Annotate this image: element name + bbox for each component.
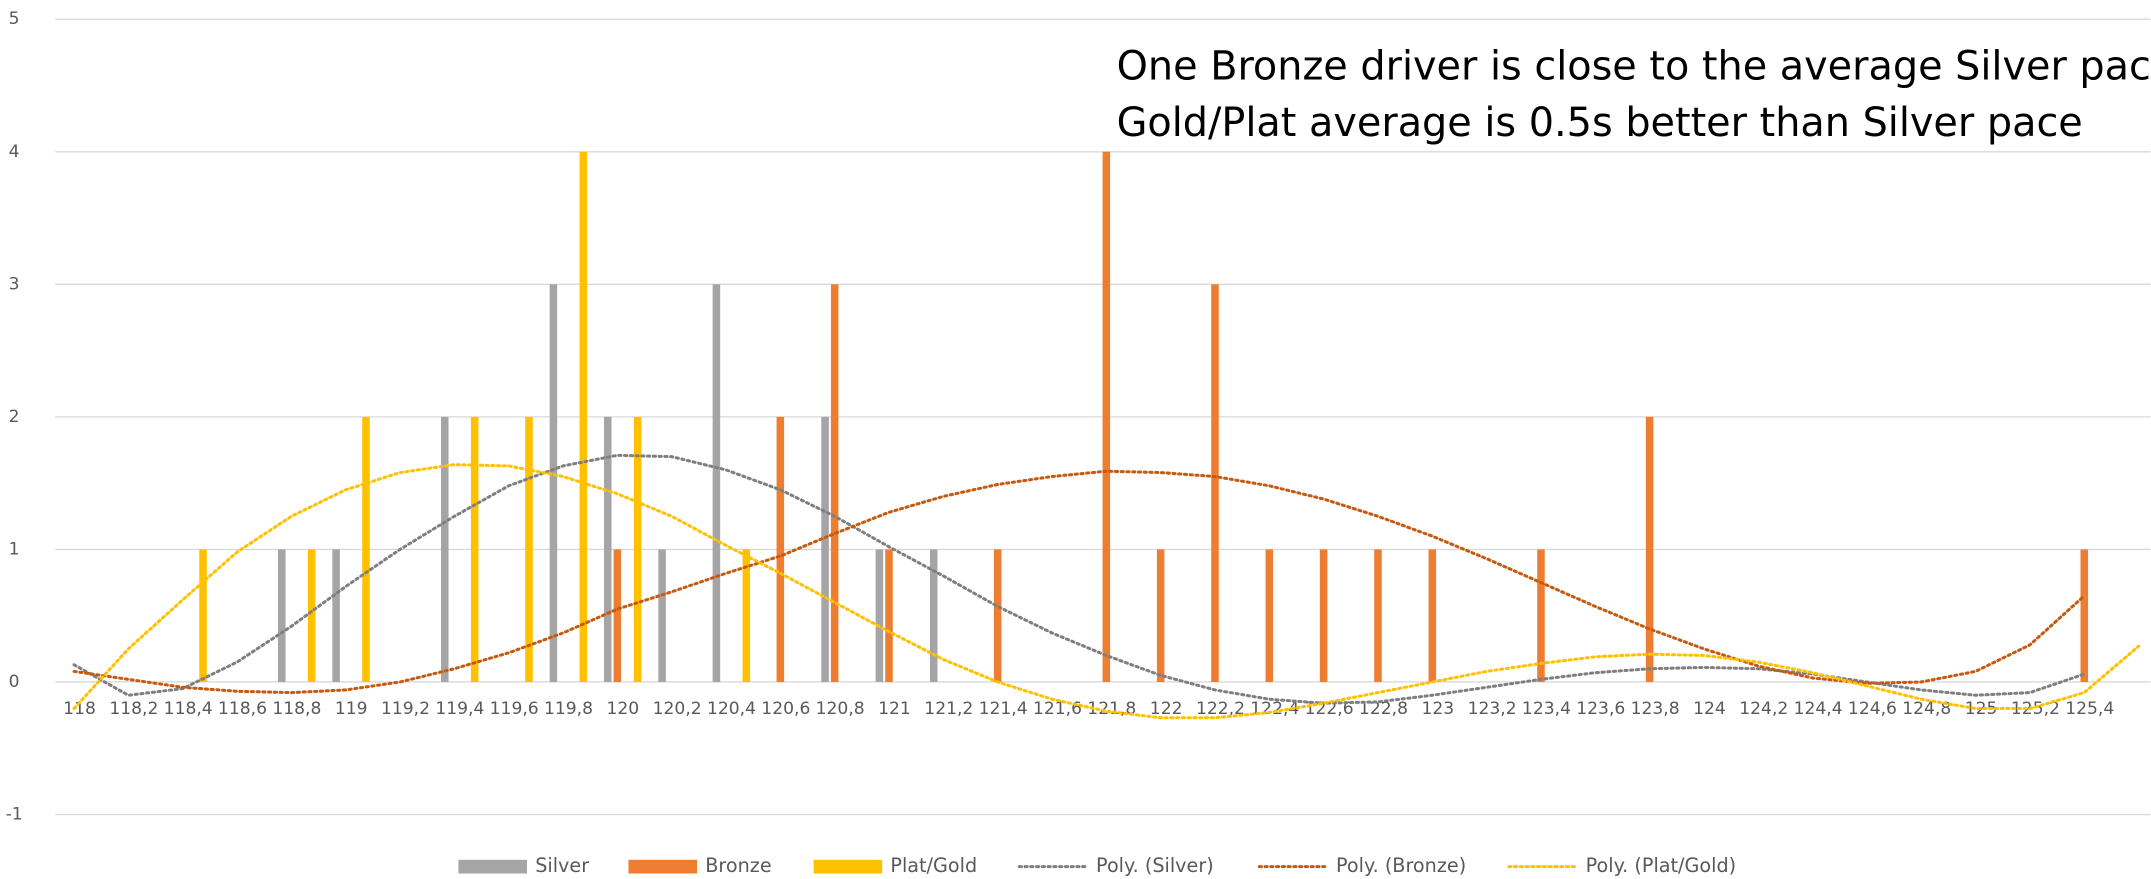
x-tick-label: 124 [1693, 699, 1726, 719]
bar [929, 549, 938, 682]
bar [307, 549, 316, 682]
legend-label: Poly. (Silver) [1096, 854, 1214, 877]
legend-swatch [813, 859, 883, 874]
x-tick-label: 123,8 [1631, 699, 1680, 719]
bar [821, 416, 829, 682]
bar [742, 549, 751, 682]
x-tick-label: 119 [335, 699, 368, 719]
x-tick-label: 123,6 [1576, 699, 1625, 719]
bar [362, 416, 370, 682]
bar [1265, 549, 1274, 682]
x-tick-label: 120,2 [653, 699, 702, 719]
legend-label: Bronze [705, 854, 771, 877]
x-tick-label: 120 [606, 699, 639, 719]
annotation: One Bronze driver is close to the averag… [1117, 44, 2151, 90]
x-tick-label: 120,6 [761, 699, 810, 719]
x-tick-label: 124,8 [1902, 699, 1951, 719]
bar [603, 416, 612, 682]
bar [1645, 416, 1654, 682]
x-tick-label: 125,4 [2065, 699, 2114, 719]
y-tick-label: -1 [6, 805, 23, 825]
bar [2080, 549, 2089, 682]
bar [470, 416, 479, 682]
x-tick-label: 120,4 [707, 699, 756, 719]
y-tick-label: 5 [9, 9, 20, 29]
x-tick-label: 123,4 [1522, 699, 1571, 719]
bar [712, 284, 721, 682]
legend-swatch [628, 859, 698, 874]
bar [993, 549, 1002, 682]
x-tick-label: 123 [1421, 699, 1454, 719]
x-tick-label: 123,2 [1468, 699, 1517, 719]
x-tick-label: 119,4 [435, 699, 484, 719]
legend-label: Plat/Gold [890, 854, 977, 877]
x-tick-label: 120,8 [816, 699, 865, 719]
bar [1156, 549, 1165, 682]
x-tick-label: 119,8 [544, 699, 593, 719]
y-tick-label: 0 [9, 672, 20, 692]
y-tick-label: 1 [9, 539, 20, 559]
y-tick-label: 2 [9, 407, 20, 427]
legend-swatch [458, 859, 527, 874]
bar [525, 416, 533, 682]
bar [776, 416, 785, 682]
x-tick-label: 118,8 [272, 699, 321, 719]
y-tick-label: 3 [9, 274, 20, 294]
bar [830, 284, 839, 682]
bar [658, 549, 666, 682]
trendline [72, 453, 2086, 705]
x-tick-label: 121,4 [979, 699, 1028, 719]
legend-label: Poly. (Bronze) [1336, 854, 1466, 877]
x-tick-label: 124,4 [1794, 699, 1843, 719]
y-tick-label: 4 [9, 142, 20, 162]
x-tick-label: 124,6 [1848, 699, 1897, 719]
bar [440, 416, 449, 682]
trendline [72, 463, 2141, 720]
bar [875, 549, 884, 682]
bar [549, 284, 558, 682]
x-tick-label: 122,8 [1359, 699, 1408, 719]
x-tick-label: 124,2 [1739, 699, 1788, 719]
bar [332, 549, 340, 682]
bar [1211, 284, 1219, 682]
legend-label: Poly. (Plat/Gold) [1586, 854, 1737, 877]
bar [1428, 549, 1437, 682]
bar [199, 549, 207, 682]
legend-label: Silver [535, 854, 589, 877]
bar [633, 416, 642, 682]
x-tick-label: 118,6 [218, 699, 267, 719]
x-tick-label: 118,2 [109, 699, 158, 719]
bar [1102, 151, 1111, 682]
x-tick-label: 122,2 [1196, 699, 1245, 719]
x-tick-label: 121,8 [1087, 699, 1136, 719]
x-tick-label: 118 [63, 699, 96, 719]
bar [885, 549, 893, 682]
bar [1319, 549, 1328, 682]
x-tick-label: 122 [1150, 699, 1183, 719]
x-tick-label: 119,2 [381, 699, 430, 719]
bar [1374, 549, 1382, 682]
annotation: Gold/Plat average is 0.5s better than Si… [1117, 100, 2083, 146]
x-tick-label: 121,2 [924, 699, 973, 719]
bar [613, 549, 622, 682]
x-tick-label: 121 [878, 699, 911, 719]
x-tick-label: 118,4 [164, 699, 213, 719]
bar [579, 151, 588, 682]
bar [277, 549, 286, 682]
trendline [72, 469, 2086, 695]
x-tick-label: 119,6 [490, 699, 539, 719]
bar [1537, 549, 1545, 682]
